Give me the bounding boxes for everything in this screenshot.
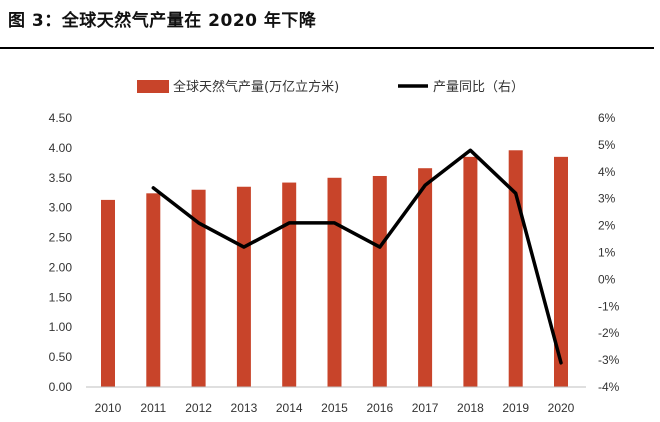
right-tick-label: -3% bbox=[598, 353, 620, 367]
title-divider bbox=[0, 47, 654, 49]
bar bbox=[554, 156, 568, 387]
bar bbox=[101, 199, 115, 387]
right-tick-label: 3% bbox=[598, 192, 616, 206]
x-tick-label: 2010 bbox=[95, 401, 122, 415]
left-tick-label: 2.50 bbox=[49, 231, 73, 245]
legend-bar-swatch bbox=[137, 80, 169, 93]
legend: 全球天然气产量(万亿立方米) 产量同比（右） bbox=[137, 79, 524, 95]
x-tick-label: 2012 bbox=[185, 401, 212, 415]
chart-title: 图 3：全球天然气产量在 2020 年下降 bbox=[8, 11, 317, 31]
bar bbox=[327, 177, 342, 387]
left-tick-label: 2.00 bbox=[49, 260, 73, 274]
bar bbox=[282, 182, 297, 387]
bar bbox=[508, 150, 523, 387]
line-series bbox=[151, 148, 563, 365]
x-tick-label: 2016 bbox=[366, 401, 393, 415]
left-tick-label: 1.00 bbox=[49, 320, 73, 334]
bar bbox=[372, 175, 387, 387]
right-tick-label: -4% bbox=[598, 380, 620, 394]
x-tick-label: 2020 bbox=[548, 401, 575, 415]
bar bbox=[236, 186, 251, 387]
right-tick-label: -2% bbox=[598, 326, 620, 340]
x-tick-label: 2014 bbox=[276, 401, 303, 415]
right-axis: 6% 5% 4% 3% 2% 1% 0% -1% -2% -3% -4% bbox=[598, 111, 620, 394]
left-tick-label: 3.50 bbox=[49, 171, 73, 185]
right-tick-label: 0% bbox=[598, 272, 616, 286]
left-tick-label: 3.00 bbox=[49, 201, 73, 215]
bar bbox=[146, 193, 161, 387]
left-axis: 4.50 4.00 3.50 3.00 2.50 2.00 1.50 1.00 0.50 0.00 bbox=[49, 111, 73, 394]
bar-series bbox=[101, 150, 568, 387]
left-tick-label: 4.50 bbox=[49, 111, 73, 125]
right-tick-label: 6% bbox=[598, 111, 616, 125]
bar bbox=[463, 156, 478, 387]
bar bbox=[191, 189, 206, 387]
x-tick-label: 2015 bbox=[321, 401, 348, 415]
left-tick-label: 0.00 bbox=[49, 380, 73, 394]
left-tick-label: 0.50 bbox=[49, 350, 73, 364]
right-tick-label: 2% bbox=[598, 219, 616, 233]
right-tick-label: -1% bbox=[598, 299, 620, 313]
x-tick-label: 2011 bbox=[140, 401, 166, 415]
right-tick-label: 4% bbox=[598, 165, 616, 179]
legend-bar-label: 全球天然气产量(万亿立方米) bbox=[173, 79, 339, 95]
right-tick-label: 1% bbox=[598, 246, 616, 260]
yoy-line bbox=[151, 148, 563, 365]
x-tick-label: 2018 bbox=[457, 401, 484, 415]
x-axis: 2010 2011 2012 2013 2014 2015 2016 2017 2018 2019… bbox=[86, 386, 586, 415]
bar bbox=[418, 168, 433, 387]
left-tick-label: 4.00 bbox=[49, 141, 73, 155]
right-tick-label: 5% bbox=[598, 138, 616, 152]
x-tick-label: 2019 bbox=[502, 401, 529, 415]
x-tick-label: 2013 bbox=[231, 401, 258, 415]
x-tick-label: 2017 bbox=[412, 401, 439, 415]
left-tick-label: 1.50 bbox=[49, 290, 73, 304]
legend-line-label: 产量同比（右） bbox=[433, 80, 524, 95]
